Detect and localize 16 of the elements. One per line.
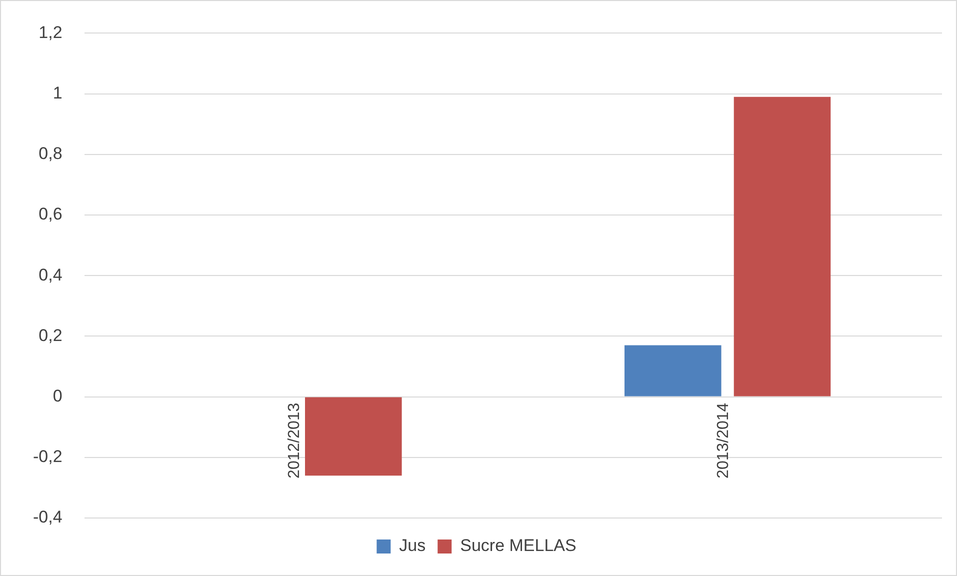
y-tick-label: -0,4 <box>32 508 62 527</box>
bar <box>305 397 402 476</box>
bar <box>624 345 722 396</box>
y-tick-label: 0,6 <box>38 204 62 224</box>
x-tick-label: 2012/2013 <box>286 402 304 478</box>
y-tick-label: 0 <box>52 386 62 406</box>
bar <box>734 96 831 396</box>
y-tick-label: 0,2 <box>38 326 62 345</box>
y-tick-label: -0,2 <box>32 447 62 466</box>
legend-label: Jus <box>399 536 426 556</box>
y-tick-label: 0,4 <box>38 265 62 284</box>
y-tick-label: 0,8 <box>38 144 62 164</box>
y-tick-label: 1 <box>52 83 62 102</box>
legend-label: Sucre MELLAS <box>460 536 576 556</box>
x-tick-label: 2013/2014 <box>714 402 732 478</box>
y-tick-label: 1,2 <box>38 22 62 42</box>
